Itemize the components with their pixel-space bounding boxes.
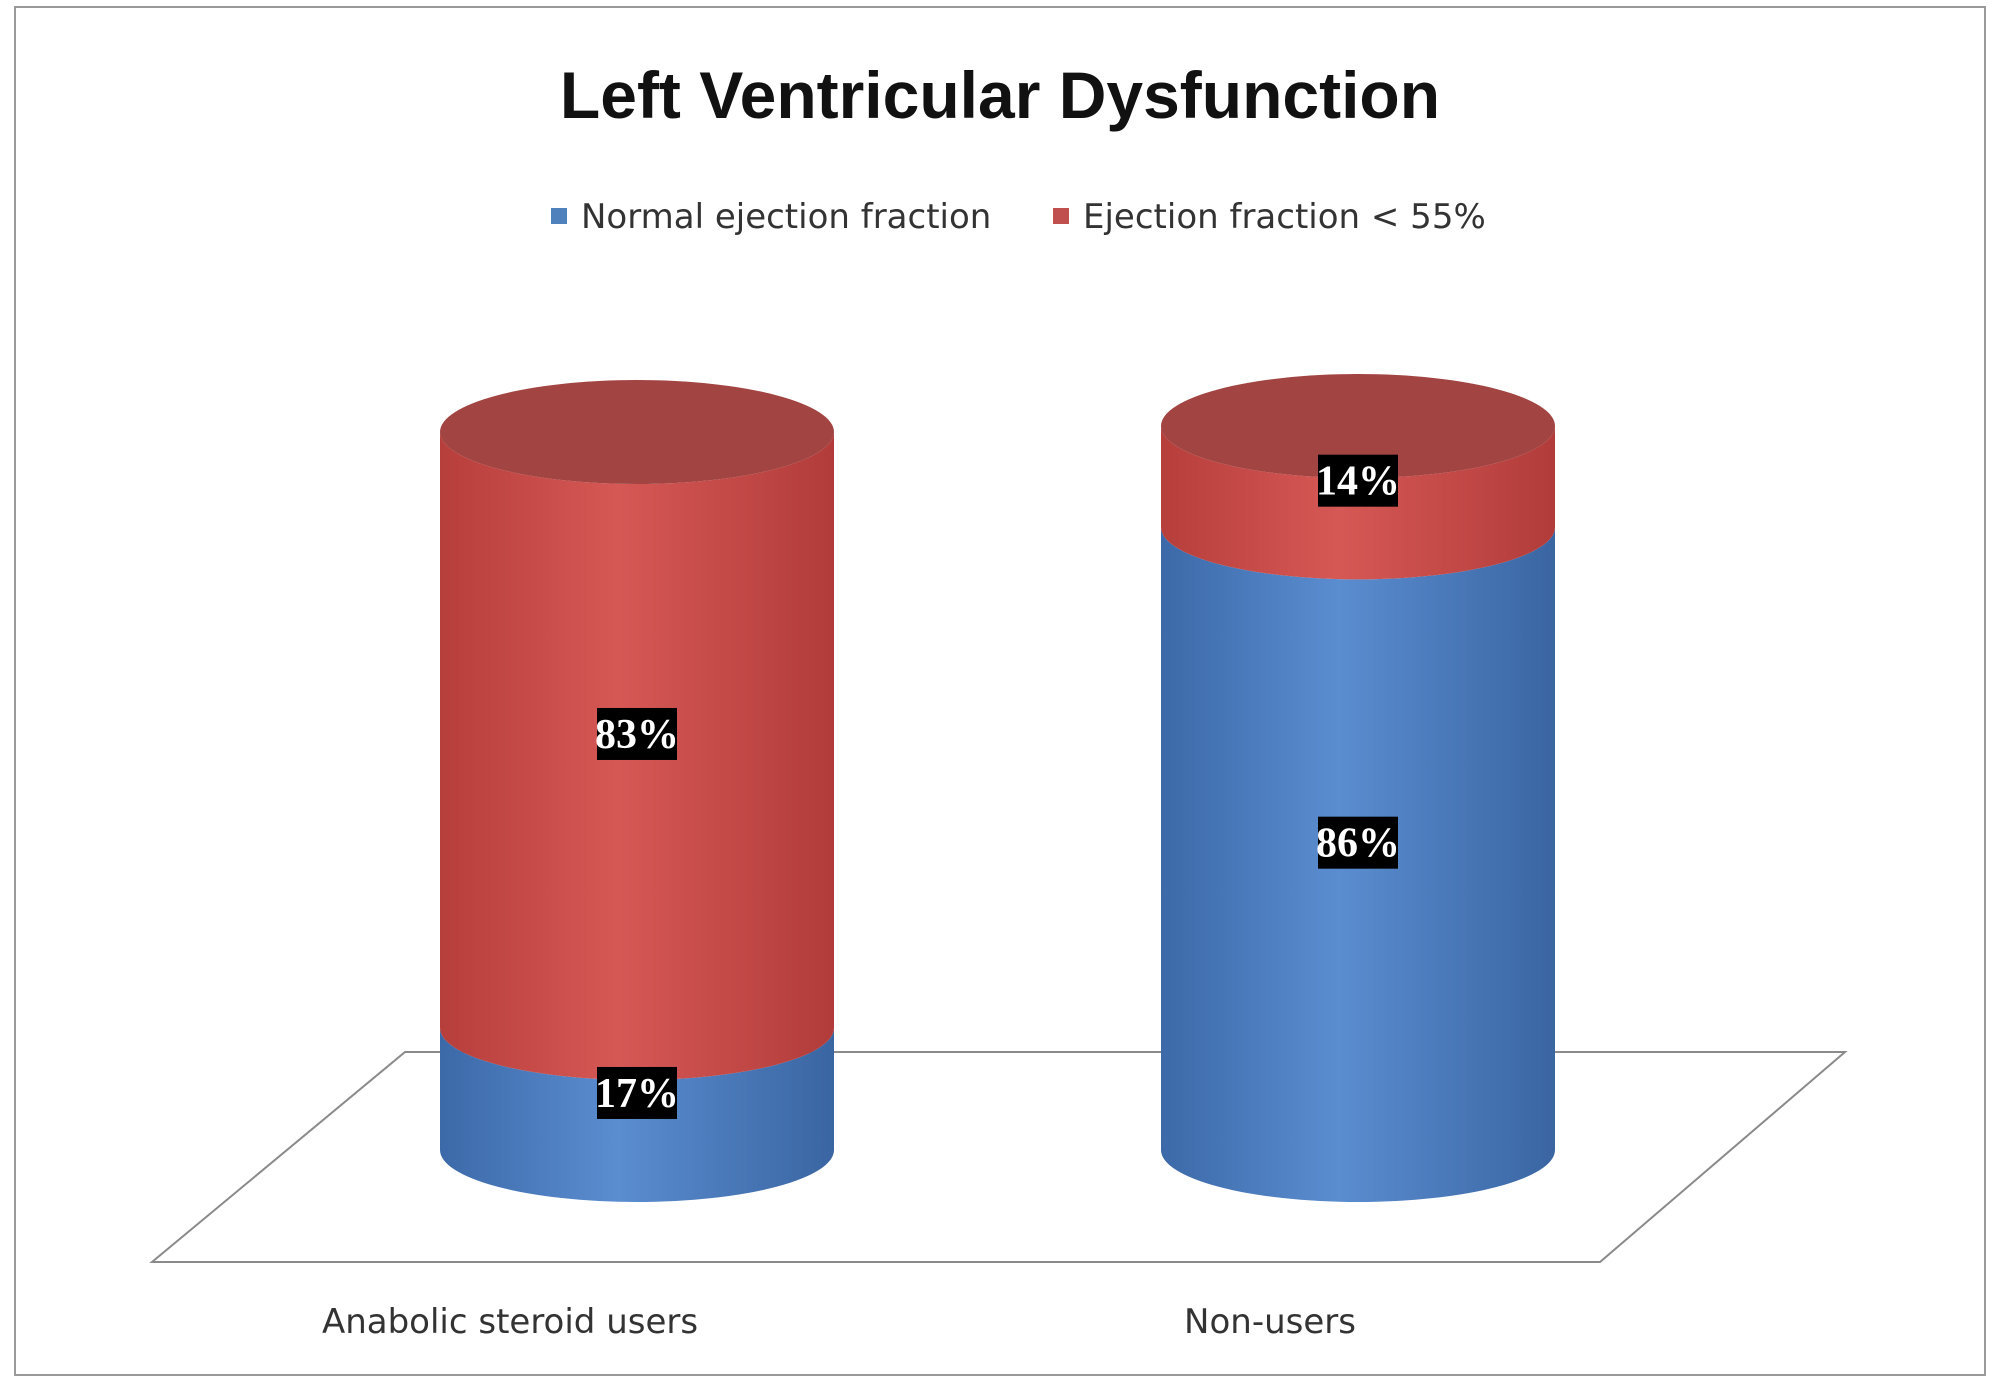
legend-label-normal: Normal ejection fraction bbox=[581, 197, 991, 237]
data-label-bg-steroid-users-normal bbox=[597, 1066, 677, 1119]
chart-title: Left Ventricular Dysfunction bbox=[560, 58, 1440, 132]
data-label-bg-non-users-reduced bbox=[1318, 454, 1398, 507]
legend-label-reduced: Ejection fraction < 55% bbox=[1083, 197, 1486, 237]
legend-swatch-reduced bbox=[1053, 208, 1069, 224]
data-label-steroid-users-normal: 17% bbox=[595, 1071, 679, 1117]
legend: Normal ejection fraction Ejection fracti… bbox=[551, 197, 1486, 237]
legend-swatch-normal bbox=[551, 208, 567, 224]
bar-top-cap-steroid-users bbox=[440, 380, 834, 484]
data-label-non-users-normal: 86% bbox=[1316, 821, 1400, 867]
data-label-non-users-reduced: 14% bbox=[1316, 459, 1400, 505]
data-label-steroid-users-reduced: 83% bbox=[595, 712, 679, 758]
bar-top-cap-non-users bbox=[1161, 374, 1555, 478]
category-label-non-users: Non-users bbox=[1184, 1302, 1356, 1342]
data-labels: 17% 83% 86% 14% bbox=[595, 454, 1400, 1119]
category-label-steroid-users: Anabolic steroid users bbox=[322, 1302, 698, 1342]
data-label-bg-steroid-users-reduced bbox=[597, 707, 677, 760]
chart-floor bbox=[149, 1051, 1848, 1263]
data-label-bg-non-users-normal bbox=[1318, 816, 1398, 869]
